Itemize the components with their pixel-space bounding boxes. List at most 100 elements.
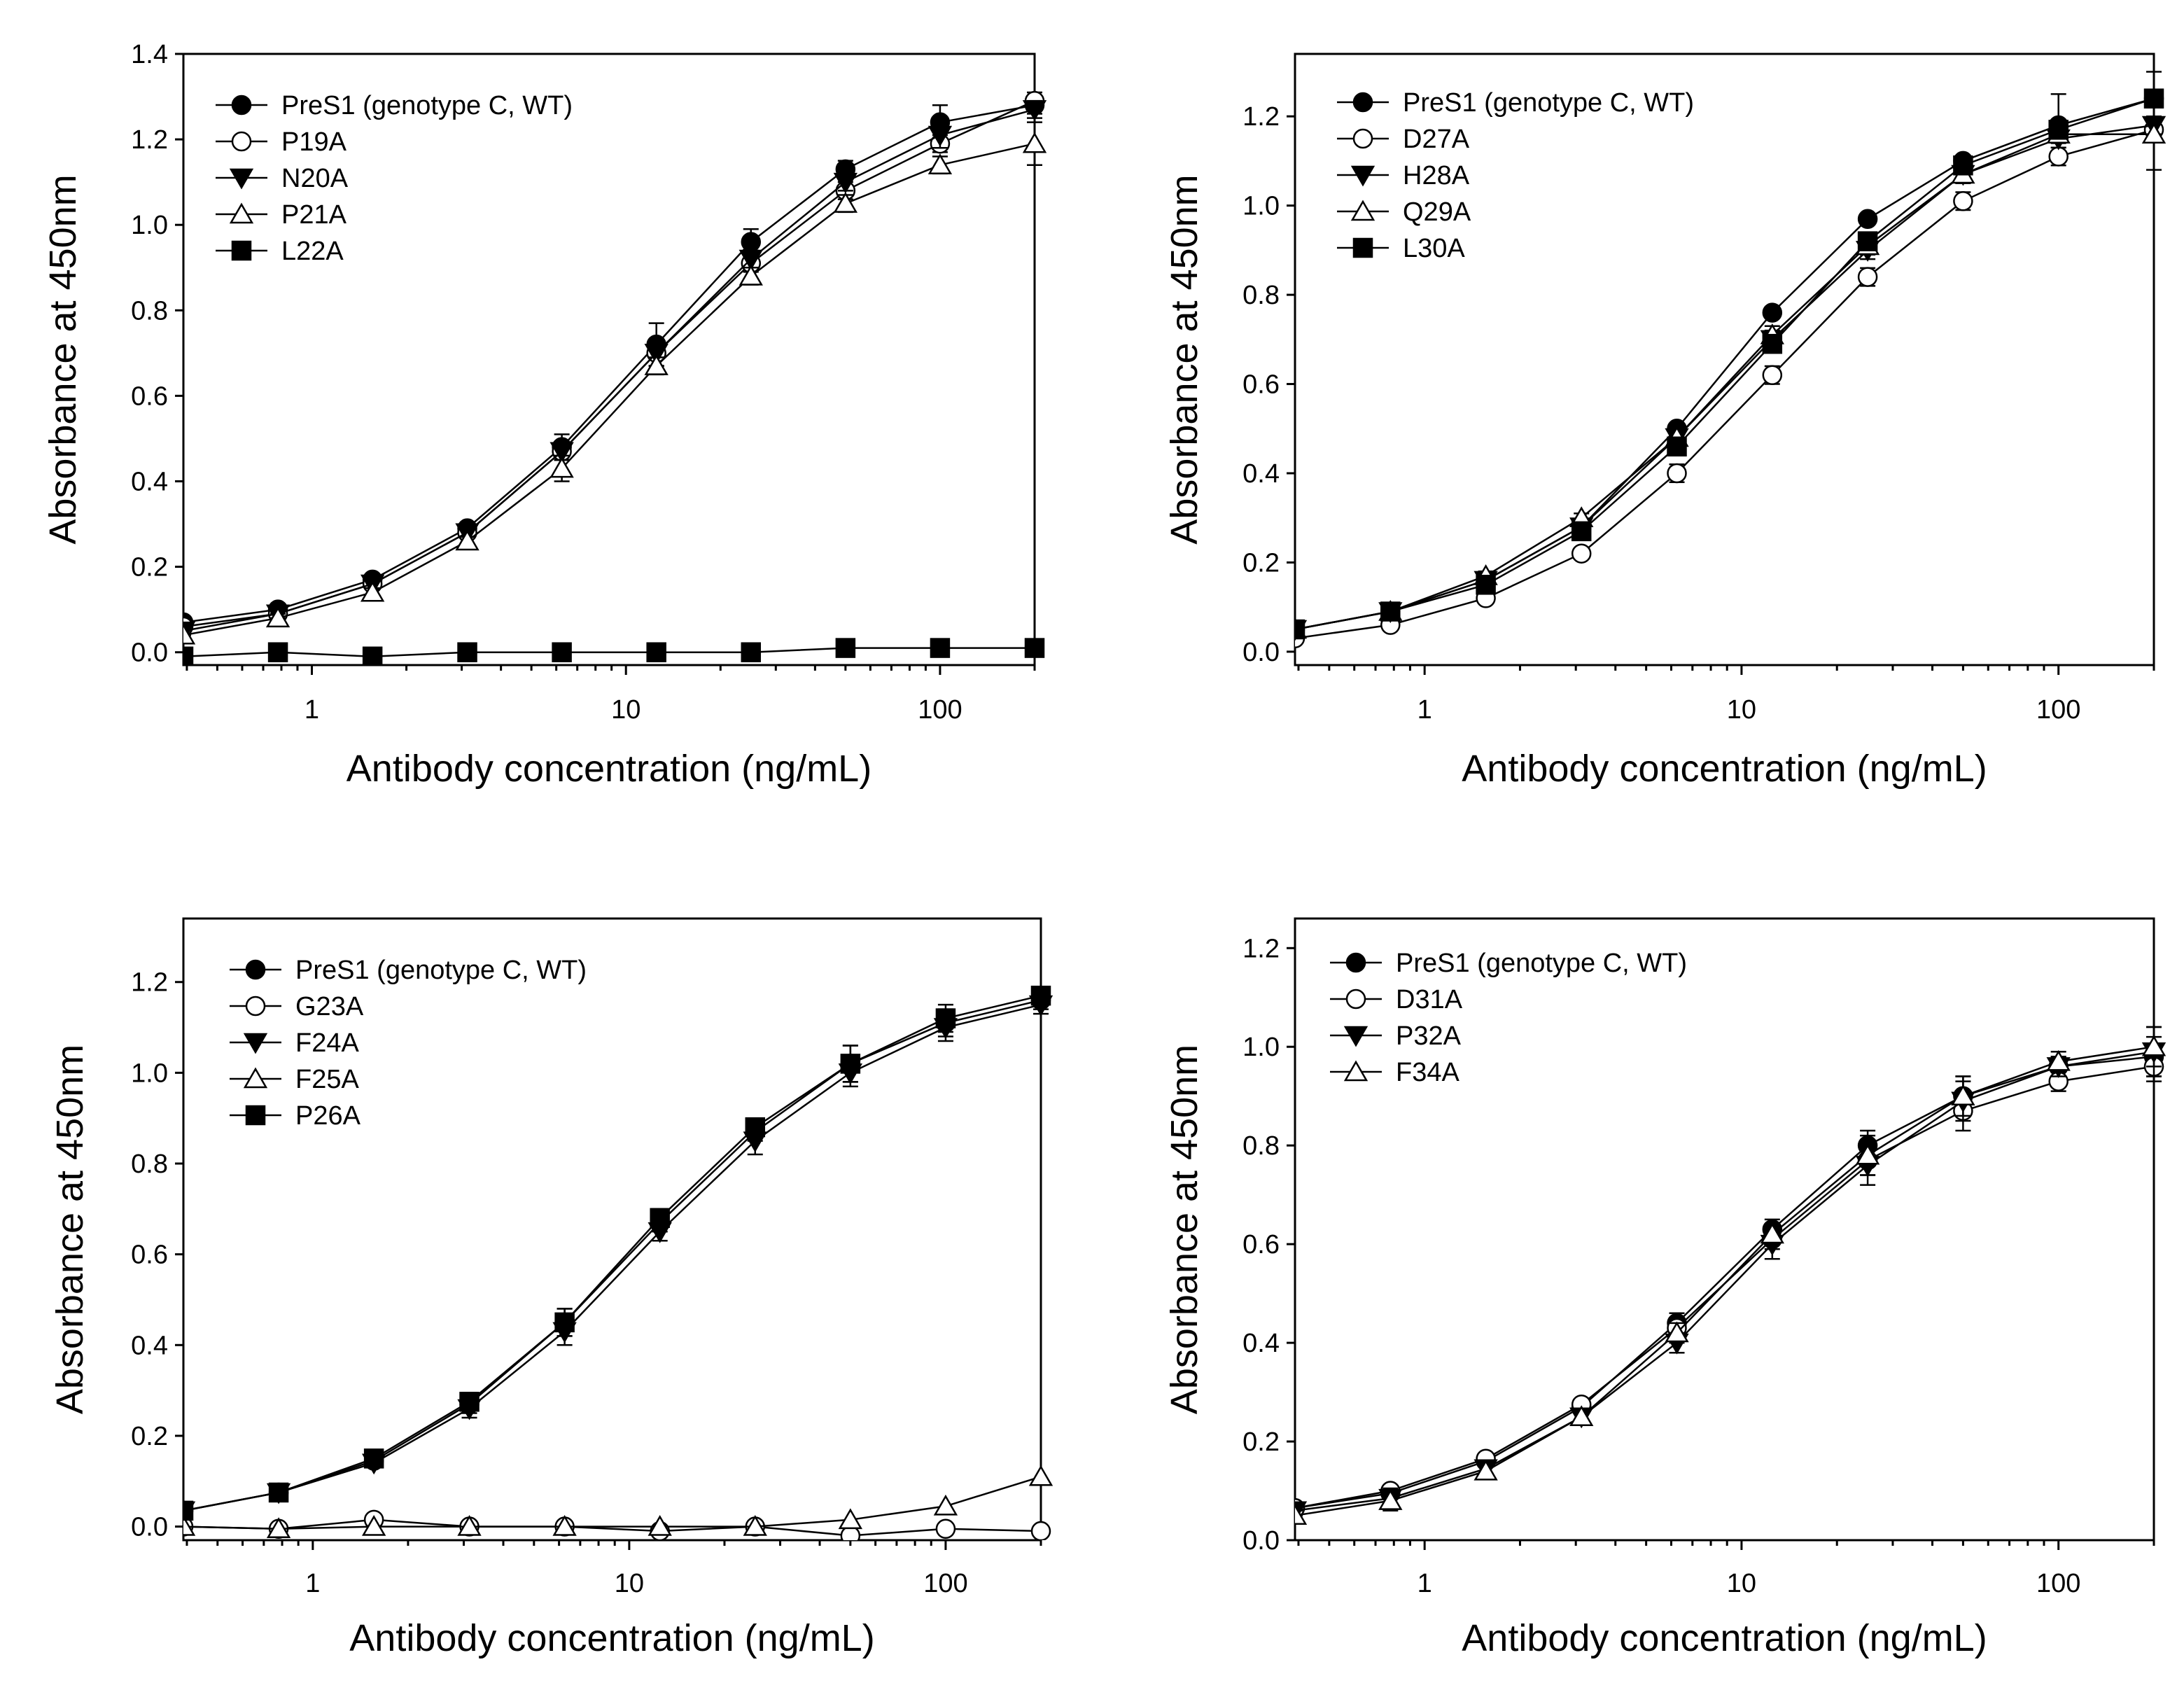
data-point	[648, 1515, 672, 1536]
series-f25a	[183, 1465, 1054, 1539]
legend-marker	[1343, 1026, 1368, 1047]
legend-label: F34A	[1396, 1058, 1460, 1087]
data-point	[933, 1494, 958, 1516]
data-point	[927, 125, 953, 147]
series-pres1-genotype-c-wt-	[1295, 1035, 2164, 1518]
plot-area	[1295, 71, 2166, 649]
panel-bottom-right: 0.0 0.2 0.4 0.6 0.8 1.0 1.2 1 10 100 Antibody conc…	[1163, 917, 2166, 1659]
data-point	[267, 642, 288, 662]
data-point	[1857, 231, 1878, 251]
plot-frame	[182, 917, 1042, 1542]
x-tick-label: 1	[1418, 695, 1432, 725]
legend-marker	[245, 1105, 266, 1126]
data-point	[455, 529, 479, 551]
data-point	[2141, 1035, 2166, 1056]
y-tick-label: 1.0	[131, 1059, 168, 1088]
panel-bottom-left: 0.0 0.2 0.4 0.6 0.8 1.0 1.2 1 10 100 Antibody conc…	[49, 917, 1054, 1659]
y-tick-label: 1.0	[1242, 1033, 1280, 1062]
y-tick-label: 1.0	[1242, 192, 1280, 221]
x-tick-label: 100	[918, 695, 962, 725]
legend-label: L30A	[1403, 234, 1465, 263]
data-point	[183, 623, 196, 645]
data-point	[833, 172, 858, 194]
x-axis-title: Antibody concentration (ng/mL)	[1462, 1617, 1987, 1659]
series-g23a	[183, 1509, 1051, 1540]
legend-marker	[229, 202, 254, 224]
y-tick-label: 0.2	[131, 1422, 168, 1451]
legend-label: P26A	[295, 1101, 361, 1131]
series-line	[1295, 124, 2155, 631]
data-point	[927, 153, 953, 174]
y-tick-label: 0.6	[1242, 1230, 1280, 1259]
y-tick-label: 1.2	[1242, 102, 1280, 132]
data-point	[741, 642, 762, 662]
legend-label: L22A	[281, 237, 344, 266]
data-point	[1762, 302, 1783, 323]
y-tick-label: 0.6	[1242, 370, 1280, 400]
y-axis-title: Absorbance at 450nm	[1163, 174, 1205, 544]
data-point	[265, 606, 290, 628]
data-point	[2143, 88, 2164, 109]
series-line	[183, 994, 1042, 1512]
legend: PreS1 (genotype C, WT) P19A N20A P21A L22A	[216, 91, 573, 266]
legend-label: PreS1 (genotype C, WT)	[295, 956, 587, 985]
data-point	[935, 1008, 956, 1028]
series-l22a	[183, 638, 1045, 665]
legend-marker	[245, 959, 266, 980]
data-point	[1760, 1222, 1784, 1244]
x-axis-title: Antibody concentration (ng/mL)	[1462, 748, 1987, 790]
data-point	[1030, 985, 1051, 1006]
y-tick-label: 0.2	[1242, 548, 1280, 578]
data-point	[360, 580, 385, 602]
series-line	[1295, 133, 2154, 631]
data-point	[552, 642, 572, 662]
data-point	[1295, 1504, 1308, 1525]
series-line	[1295, 129, 2155, 640]
legend-marker	[1352, 128, 1373, 149]
series-line	[1295, 1045, 2155, 1517]
data-point	[646, 642, 666, 662]
data-point	[743, 1515, 767, 1536]
y-axis-title: Absorbance at 450nm	[42, 174, 84, 544]
series-line	[183, 1518, 1042, 1537]
data-point	[183, 1500, 194, 1521]
series-line	[183, 1003, 1042, 1512]
y-tick-label: 0.4	[1242, 1329, 1280, 1358]
legend-label: PreS1 (genotype C, WT)	[281, 91, 573, 120]
legend-label: PreS1 (genotype C, WT)	[1403, 88, 1694, 118]
data-point	[1857, 267, 1878, 287]
data-point	[935, 1518, 956, 1539]
y-axis-title: Absorbance at 450nm	[49, 1045, 91, 1414]
data-point	[1028, 1465, 1054, 1486]
data-point	[650, 1208, 670, 1229]
series-line	[183, 104, 1035, 624]
legend-marker	[229, 168, 254, 190]
data-point	[550, 456, 574, 478]
data-point	[550, 442, 574, 463]
y-tick-label: 0.0	[1242, 1526, 1280, 1556]
data-point	[1951, 1084, 1975, 1105]
data-point	[268, 1482, 289, 1503]
data-point	[840, 1054, 861, 1074]
plot-frame	[182, 53, 1036, 666]
series-pres1-genotype-c-wt-	[1295, 71, 2164, 640]
data-point	[1024, 638, 1045, 658]
series-line	[183, 1476, 1042, 1530]
plot-area	[183, 985, 1054, 1540]
legend-label: P21A	[281, 200, 347, 230]
data-point	[552, 1515, 577, 1536]
data-point	[1571, 521, 1592, 542]
data-point	[459, 1392, 479, 1412]
y-tick-label: 0.8	[1242, 1131, 1280, 1161]
y-tick-label: 0.2	[1242, 1427, 1280, 1457]
data-point	[838, 1508, 863, 1530]
legend-label: PreS1 (genotype C, WT)	[1396, 949, 1687, 978]
x-tick-label: 100	[2036, 1569, 2080, 1598]
y-tick-label: 0.6	[131, 1241, 168, 1270]
y-tick-label: 0.0	[131, 1513, 168, 1542]
legend-label: D31A	[1396, 985, 1463, 1014]
legend-marker	[1350, 200, 1376, 221]
data-point	[1667, 436, 1687, 457]
data-point	[930, 638, 951, 658]
